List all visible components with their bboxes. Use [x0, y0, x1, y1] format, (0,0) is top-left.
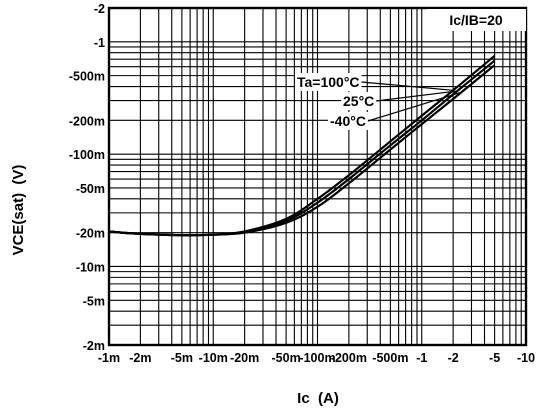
series-line: [108, 64, 496, 237]
series-label-box: [295, 73, 362, 91]
series-labels: Ta=100°C 25°C -40°C: [295, 73, 462, 130]
x-tick-label: -1m: [98, 351, 120, 365]
y-tick-label: -1: [94, 36, 105, 50]
x-axis-title: Ic (A): [297, 390, 339, 407]
grid: [108, 7, 526, 346]
y-tick-label: -10m: [76, 260, 105, 274]
y-tick-label: -50m: [76, 182, 105, 196]
y-tick-label: -5m: [83, 294, 105, 308]
series-label: -40°C: [330, 113, 366, 129]
y-tick-labels: -2m -5m -10m -20m -50m -100m -200m -500m -1 -2: [69, 2, 105, 353]
x-tick-label: -5: [489, 351, 500, 365]
series-label-leader: [361, 81, 454, 91]
curves: [108, 55, 496, 237]
x-tick-label: -50m: [272, 351, 301, 365]
x-tick-label: -200m: [331, 351, 367, 365]
y-tick-label: -2: [94, 2, 105, 16]
y-tick-label: -100m: [69, 148, 105, 162]
x-tick-label: -2: [448, 351, 459, 365]
condition-label: Ic/IB=20: [449, 12, 503, 28]
x-tick-label: -5m: [171, 351, 193, 365]
x-tick-label: -100m: [299, 351, 335, 365]
series-label-leader: [367, 91, 462, 122]
x-tick-label: -20m: [230, 351, 259, 365]
y-tick-label: -2m: [83, 339, 105, 353]
x-tick-label: -1: [416, 351, 427, 365]
y-axis-title: VCE(sat) (V): [10, 165, 27, 256]
plot-border: [107, 6, 528, 347]
condition-label-box: [427, 9, 526, 31]
series-label-box: [328, 112, 368, 130]
series-label-box: [341, 92, 377, 110]
x-tick-label: -10: [517, 351, 535, 365]
series-label: 25°C: [343, 93, 374, 109]
x-tick-label: -2m: [129, 351, 151, 365]
x-tick-label: -10m: [199, 351, 228, 365]
x-tick-labels: -1m -2m -5m -10m -20m -50m-100m-200m -500m -1 -2…: [98, 351, 535, 365]
series-label-leader: [376, 90, 458, 102]
y-tick-label: -200m: [69, 114, 105, 128]
x-tick-label: -500m: [372, 351, 408, 365]
y-tick-label: -20m: [76, 227, 105, 241]
series-label: Ta=100°C: [297, 74, 360, 90]
y-tick-label: -500m: [69, 70, 105, 84]
